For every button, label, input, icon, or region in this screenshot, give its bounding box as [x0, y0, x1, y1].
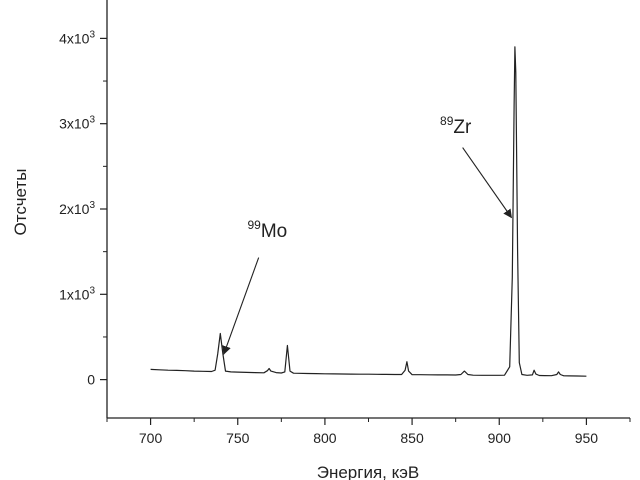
x-tick-label: 750 — [226, 430, 250, 446]
peak-label-zr89: 89Zr — [440, 114, 472, 138]
x-tick-label: 950 — [575, 430, 599, 446]
y-tick-label: 0 — [87, 372, 95, 388]
y-tick-label: 1x103 — [59, 285, 95, 302]
x-axis-title: Энергия, кэВ — [317, 463, 420, 480]
y-tick-label: 3x103 — [59, 115, 95, 132]
y-tick-label: 4x103 — [59, 29, 95, 46]
spectrum-line — [150, 46, 587, 377]
peak-arrow-zr89 — [462, 147, 512, 219]
y-tick-label: 2x103 — [59, 200, 95, 217]
x-tick-label: 700 — [139, 430, 163, 446]
peak-arrow-mo99 — [222, 257, 260, 355]
x-tick-label: 850 — [400, 430, 424, 446]
peak-label-mo99: 99Mo — [248, 218, 288, 242]
x-tick-label: 900 — [488, 430, 512, 446]
y-axis-title: Отсчеты — [11, 169, 30, 236]
x-tick-label: 800 — [313, 430, 337, 446]
